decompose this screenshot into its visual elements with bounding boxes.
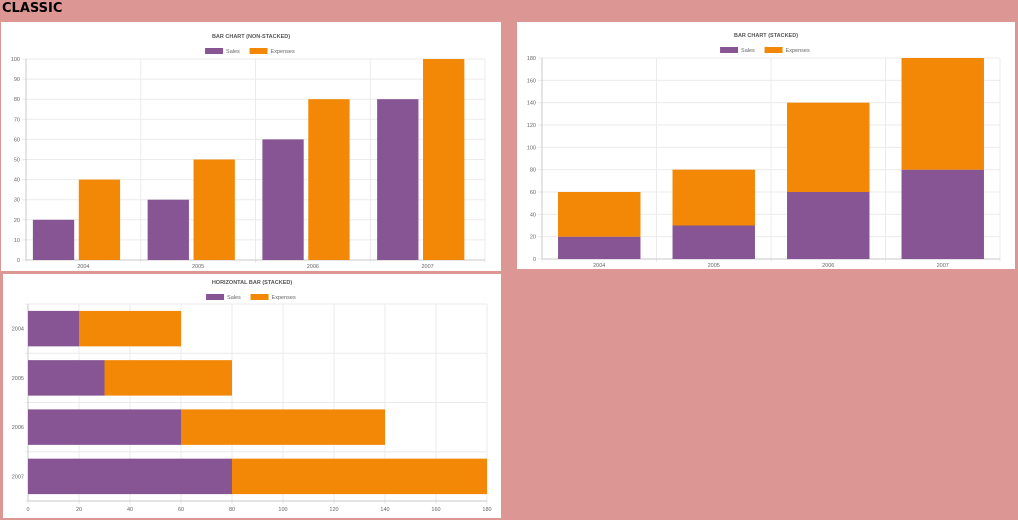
y-tick-label: 10: [14, 238, 20, 244]
chart-title: BAR CHART (NON-STACKED): [212, 34, 290, 40]
y-tick-label: 100: [11, 57, 20, 63]
legend-swatch-expenses: [249, 48, 268, 54]
y-tick-label: 40: [14, 178, 20, 184]
bar-sales-2005: [28, 360, 105, 396]
bar-sales-2005: [147, 199, 189, 260]
x-tick-label: 160: [431, 507, 440, 513]
legend-swatch-expenses: [250, 294, 269, 300]
legend-swatch-sales: [205, 48, 224, 54]
x-tick-label: 0: [26, 507, 29, 513]
bar-expenses-2007: [423, 59, 465, 260]
y-tick-label: 180: [527, 56, 536, 62]
x-tick-label: 2006: [822, 263, 834, 269]
chart-panel-bar-stacked: BAR CHART (STACKED) Sales Expenses 0 20 40 60 8…: [517, 22, 1015, 269]
y-tick-label: 0: [17, 258, 20, 264]
x-tick-label: 180: [482, 507, 491, 513]
bar-expenses-2004: [78, 179, 121, 260]
y-tick-label: 2007: [12, 474, 24, 480]
x-tick-label: 100: [278, 507, 287, 513]
legend-label-expenses: Expenses: [271, 49, 295, 55]
x-tick-label: 140: [380, 507, 389, 513]
legend-label-expenses: Expenses: [786, 48, 810, 54]
chart-panel-bar-non-stacked: BAR CHART (NON-STACKED) Sales Expenses 0 10 2…: [1, 22, 501, 271]
bar-sales-2004: [32, 219, 75, 260]
chart-title: BAR CHART (STACKED): [734, 33, 798, 39]
legend-swatch-sales: [206, 294, 225, 300]
y-tick-label: 140: [527, 101, 536, 107]
y-tick-label: 60: [530, 190, 536, 196]
y-tick-label: 40: [530, 212, 536, 218]
bar-expenses-2004: [79, 310, 181, 347]
bar-sales-2004: [558, 236, 641, 259]
bar-sales-2007: [901, 169, 984, 259]
x-tick-label: 2005: [708, 263, 720, 269]
x-tick-label: 2004: [593, 263, 605, 269]
y-tick-label: 0: [533, 257, 536, 263]
y-tick-label: 50: [14, 158, 20, 164]
x-tick-label: 2007: [422, 264, 434, 270]
x-tick-label: 2006: [307, 264, 319, 270]
legend-label-expenses: Expenses: [272, 295, 296, 301]
bar-sales-2007: [28, 458, 232, 495]
legend-label-sales: Sales: [227, 295, 241, 301]
legend-label-sales: Sales: [226, 49, 240, 55]
y-tick-label: 70: [14, 117, 20, 123]
bar-expenses-2005: [104, 360, 232, 396]
x-tick-label: 2004: [77, 264, 89, 270]
y-tick-label: 80: [14, 97, 20, 103]
bar-expenses-2005: [672, 169, 755, 226]
y-tick-label: 2004: [12, 327, 24, 333]
bar-sales-2004: [28, 310, 79, 347]
bar-expenses-2007: [901, 58, 984, 170]
chart-title: HORIZONTAL BAR (STACKED): [212, 280, 293, 286]
bar-expenses-2006: [181, 409, 385, 445]
y-tick-label: 120: [527, 123, 536, 129]
y-tick-label: 160: [527, 78, 536, 84]
y-tick-label: 60: [14, 137, 20, 143]
y-tick-label: 100: [527, 145, 536, 151]
y-tick-label: 90: [14, 77, 20, 83]
bar-sales-2006: [262, 139, 304, 260]
y-tick-label: 2005: [12, 376, 24, 382]
bar-expenses-2004: [558, 192, 641, 237]
bar-expenses-2006: [787, 102, 870, 192]
bar-sales-2007: [377, 99, 419, 260]
horizontal-bar-chart-stacked: HORIZONTAL BAR (STACKED) Sales Expenses 0 20…: [12, 280, 492, 513]
legend-swatch-expenses: [764, 47, 783, 53]
bar-expenses-2005: [193, 159, 235, 260]
y-tick-label: 20: [14, 218, 20, 224]
legend-label-sales: Sales: [741, 48, 755, 54]
page-title: CLASSIC: [2, 1, 63, 16]
legend-swatch-sales: [720, 47, 739, 53]
y-tick-label: 2006: [12, 425, 24, 431]
x-tick-label: 60: [178, 507, 184, 513]
x-tick-label: 120: [329, 507, 338, 513]
x-tick-label: 20: [76, 507, 82, 513]
bar-expenses-2007: [232, 458, 487, 495]
x-tick-label: 2007: [937, 263, 949, 269]
bar-chart-stacked: BAR CHART (STACKED) Sales Expenses 0 20 40 60 8…: [527, 33, 1001, 269]
bar-sales-2005: [672, 225, 755, 259]
bar-sales-2006: [787, 192, 870, 259]
x-tick-label: 40: [127, 507, 133, 513]
bar-expenses-2006: [308, 99, 350, 260]
x-tick-label: 2005: [192, 264, 204, 270]
bar-sales-2006: [28, 409, 181, 445]
x-tick-label: 80: [229, 507, 235, 513]
bar-chart-non-stacked: BAR CHART (NON-STACKED) Sales Expenses 0 10 2…: [11, 34, 486, 270]
y-tick-label: 80: [530, 168, 536, 174]
y-tick-label: 20: [530, 235, 536, 241]
chart-panel-horizontal-bar-stacked: HORIZONTAL BAR (STACKED) Sales Expenses 0 20…: [3, 274, 501, 518]
y-tick-label: 30: [14, 198, 20, 204]
